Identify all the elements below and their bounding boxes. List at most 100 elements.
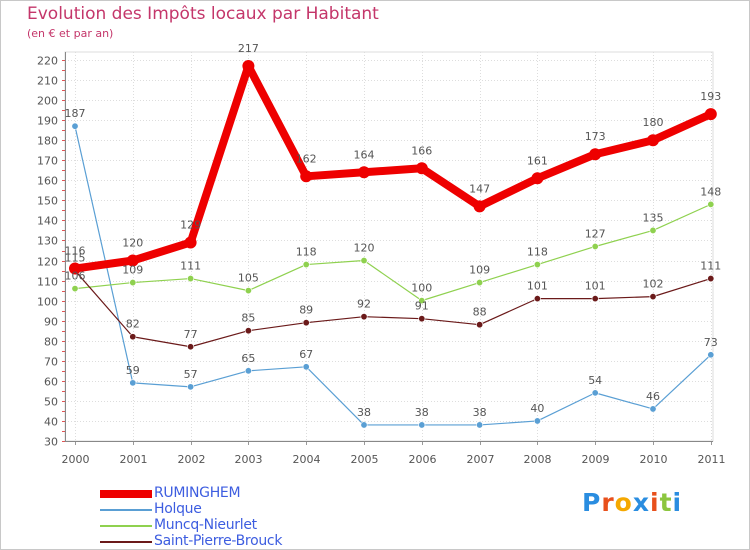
data-point-saint-pierre-brouck [302,319,310,327]
data-point-muncq-nieurlet [649,226,657,234]
data-label-muncq-nieurlet: 127 [585,227,606,240]
data-label-saint-pierre-brouck: 85 [241,312,255,325]
data-label-saint-pierre-brouck: 102 [643,278,664,291]
x-tick-label: 2003 [235,453,263,466]
proxiti-logo[interactable]: Proxiti [582,488,682,517]
data-point-holque [129,379,137,387]
data-point-saint-pierre-brouck [244,327,252,335]
legend-label: Muncq-Nieurlet [154,517,257,533]
data-point-saint-pierre-brouck [129,333,137,341]
y-tick-label: 180 [37,135,58,148]
data-point-ruminghem [126,254,139,267]
y-tick-label: 140 [37,215,58,228]
logo-letter: P [582,488,602,517]
data-point-holque [187,383,195,391]
data-point-ruminghem [242,60,255,73]
y-tick-label: 110 [37,276,58,289]
data-label-muncq-nieurlet: 118 [296,246,317,259]
y-tick-label: 130 [37,235,58,248]
data-point-ruminghem [69,262,81,275]
data-label-saint-pierre-brouck: 82 [126,318,140,331]
data-point-holque [707,351,715,359]
y-tick-label: 60 [44,376,58,389]
data-label-muncq-nieurlet: 135 [643,211,664,224]
y-tick-label: 190 [37,115,58,128]
logo-letter: r [601,488,615,517]
data-label-muncq-nieurlet: 106 [65,270,86,283]
data-point-saint-pierre-brouck [533,295,541,303]
data-point-ruminghem [473,200,486,213]
data-label-ruminghem: 164 [354,148,375,161]
data-point-muncq-nieurlet [302,261,310,269]
series-line-holque [74,125,712,426]
data-point-muncq-nieurlet [707,200,715,208]
data-point-muncq-nieurlet [476,279,484,287]
plot-area [64,51,714,442]
data-point-ruminghem [704,108,717,121]
data-label-muncq-nieurlet: 100 [411,282,432,295]
x-tick-label: 2005 [351,453,379,466]
data-label-ruminghem: 120 [122,237,143,250]
data-label-ruminghem: 161 [527,154,548,167]
data-label-ruminghem: 129 [180,218,201,231]
data-label-holque: 67 [299,348,313,361]
data-label-ruminghem: 116 [65,245,86,258]
legend-label: Saint-Pierre-Brouck [154,533,283,549]
data-label-holque: 40 [530,402,544,415]
data-point-holque [476,421,484,429]
data-label-saint-pierre-brouck: 101 [585,280,606,293]
data-label-saint-pierre-brouck: 111 [700,260,721,273]
y-tick-label: 220 [37,55,58,68]
data-label-saint-pierre-brouck: 115 [65,252,86,265]
series-line-saint-pierre-brouck [74,269,712,348]
x-tick-label: 2001 [120,453,148,466]
logo-letter: t [659,488,673,517]
legend-swatch [100,541,152,543]
x-tick-label: 2000 [62,453,90,466]
data-point-ruminghem [531,172,544,185]
data-label-muncq-nieurlet: 105 [238,272,259,285]
x-tick-label: 2008 [524,453,552,466]
x-tick-label: 2009 [582,453,610,466]
y-tick-label: 100 [37,296,58,309]
data-point-muncq-nieurlet [418,297,426,305]
data-label-holque: 38 [415,406,429,419]
data-label-saint-pierre-brouck: 77 [184,328,198,341]
data-point-muncq-nieurlet [360,257,368,265]
data-point-saint-pierre-brouck [418,315,426,323]
data-point-saint-pierre-brouck [649,293,657,301]
data-label-muncq-nieurlet: 109 [122,264,143,277]
series-line-ruminghem [71,62,715,273]
data-label-muncq-nieurlet: 148 [700,185,721,198]
data-point-saint-pierre-brouck [476,321,484,329]
data-point-holque [360,421,368,429]
data-point-holque [533,417,541,425]
data-point-ruminghem [647,134,659,147]
data-point-muncq-nieurlet [129,279,137,287]
data-label-muncq-nieurlet: 109 [469,264,490,277]
data-point-muncq-nieurlet [533,261,541,269]
y-tick-label: 120 [37,256,58,269]
data-point-holque [244,367,252,375]
data-point-saint-pierre-brouck [187,343,195,351]
x-tick-label: 2006 [409,453,437,466]
data-point-saint-pierre-brouck [707,275,715,283]
legend-label: RUMINGHEM [154,485,241,501]
x-tick-label: 2002 [178,453,206,466]
x-tick-label: 2007 [467,453,495,466]
data-label-saint-pierre-brouck: 92 [357,298,371,311]
y-tick-label: 50 [44,396,58,409]
data-label-ruminghem: 147 [469,182,490,195]
data-label-holque: 54 [588,374,602,387]
y-tick-label: 170 [37,155,58,168]
data-label-holque: 46 [646,390,660,403]
data-point-muncq-nieurlet [244,287,252,295]
data-label-saint-pierre-brouck: 89 [299,304,313,317]
data-point-ruminghem [415,162,428,175]
y-tick-label: 90 [44,316,58,329]
legend-swatch [100,525,152,527]
y-tick-label: 150 [37,195,58,208]
data-label-ruminghem: 193 [700,90,721,103]
legend-swatch [100,490,152,498]
